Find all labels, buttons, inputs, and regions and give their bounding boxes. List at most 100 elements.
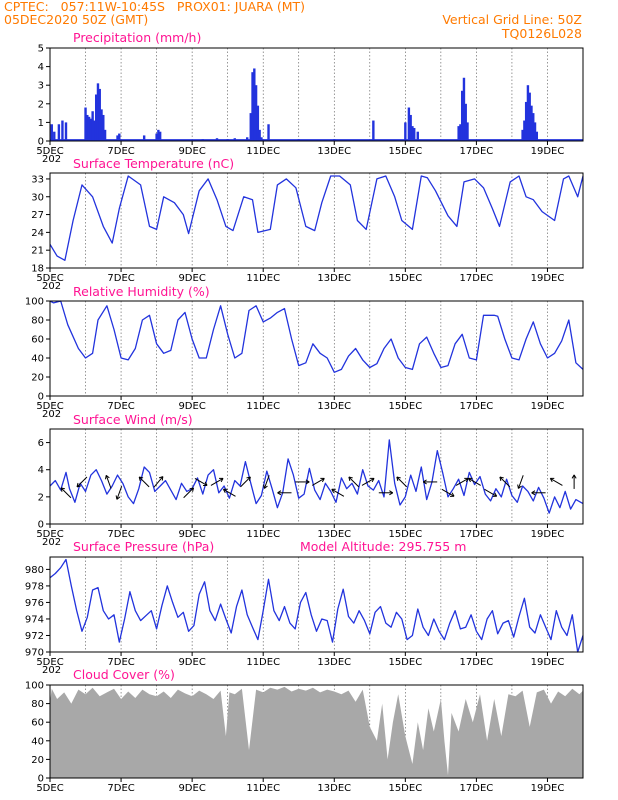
precip-bar [233, 138, 236, 141]
wind-arrow-shaft [484, 488, 497, 497]
wind-arrow-head [571, 474, 577, 479]
x-tick-label: 7DEC [107, 146, 134, 157]
humidity-series-line [49, 300, 584, 373]
x-tick-label: 9DEC [178, 401, 205, 412]
x-tick-label: 19DEC [531, 146, 565, 157]
x-tick-label: 5DEC [36, 529, 63, 540]
precip-bar [464, 103, 467, 141]
cloud-title: Cloud Cover (%) [73, 667, 175, 682]
precip-bar [524, 101, 528, 141]
y-tick-label: 0 [38, 392, 44, 403]
pressure-subtitle: Model Altitude: 295.755 m [300, 539, 466, 554]
x-tick-label: 15DEC [388, 146, 422, 157]
x-tick-label: 11DEC [246, 783, 280, 794]
y-tick-label: 21 [31, 246, 44, 257]
precip-bar [533, 122, 537, 141]
precip-bar [158, 131, 162, 141]
wind-arrow-head [305, 479, 310, 485]
precip-bar [413, 127, 416, 141]
precip-bar [258, 129, 261, 141]
x-tick-label: 11DEC [246, 273, 280, 284]
wind-arrow-head [450, 492, 455, 497]
precip-bar [57, 124, 61, 141]
x-tick-label: 17DEC [460, 273, 494, 284]
wind-arrow-shaft [331, 488, 345, 497]
y-tick-label: 978 [25, 581, 44, 592]
plot-frame [49, 556, 584, 653]
x-tick-label: 7DEC [107, 401, 134, 412]
wind-arrow-head [263, 484, 268, 489]
wind-arrow [183, 487, 195, 499]
y-tick-label: 80 [31, 316, 44, 327]
x-tick-label: 19DEC [531, 529, 565, 540]
wind-arrow [295, 479, 310, 485]
wind-arrow-shaft [455, 477, 469, 486]
precip-bar [249, 113, 252, 141]
header-station-line: CPTEC: 057:11W-10:45S PROX01: JUARA (MT) [4, 0, 306, 14]
wind-arrow-shaft [550, 477, 563, 486]
precip-bar [246, 137, 249, 141]
wind-arrow-head [76, 482, 82, 488]
wind-arrow-head [115, 495, 121, 500]
x-tick-label: 15DEC [388, 401, 422, 412]
x-tick-label: 17DEC [460, 146, 494, 157]
wind-arrow-head [348, 476, 353, 481]
y-tick-label: 980 [25, 565, 44, 576]
wind-arrow [222, 488, 236, 497]
x-tick-label: 5DEC [36, 273, 63, 284]
x-tick-label: 13DEC [317, 529, 351, 540]
panel-precip: 0 1 2 3 4 5 5DEC 7DEC 9DEC 11DEC 13DEC 15DEC 17DEC 19… [36, 30, 584, 165]
y-tick-label: 33 [31, 174, 44, 185]
x-tick-label: 13DEC [317, 783, 351, 794]
precip-bar [526, 85, 530, 141]
wind-arrow [210, 477, 224, 486]
wind-arrow-shaft [210, 477, 224, 486]
precip-bar [118, 133, 121, 141]
x-tick-label: 11DEC [246, 401, 280, 412]
precip-bar [64, 122, 68, 141]
wind-arrow [499, 476, 511, 488]
x-tick-label: 9DEC [178, 657, 205, 668]
wind-arrow-shaft [60, 487, 72, 499]
precip-bar [267, 124, 270, 141]
wind-arrow-head [389, 490, 394, 496]
panel-wind: 0 2 4 6 5DEC 7DEC 9DEC 11DEC 13DEC 15DEC 17DEC 19DE… [36, 412, 584, 548]
wind-arrow [348, 476, 360, 488]
humidity-title: Relative Humidity (%) [73, 284, 210, 299]
wind-arrow-head [370, 477, 375, 483]
x-tick-label: 7DEC [107, 273, 134, 284]
wind-arrow-shaft [183, 487, 194, 499]
x-year-fragment: 202 [42, 281, 61, 292]
x-tick-label: 5DEC [36, 783, 63, 794]
panel-humidity: 0 20 40 60 80 100 5DEC 7DEC 9DEC 11DEC 13DEC 15DEC 1… [25, 284, 584, 420]
wind-arrow-shaft [194, 477, 208, 486]
precip-bar [89, 118, 93, 141]
wind-arrow-head [138, 476, 144, 481]
y-tick-label: 974 [25, 614, 44, 625]
precip-bar [532, 113, 535, 141]
x-tick-label: 13DEC [317, 273, 351, 284]
precip-bar [61, 120, 64, 141]
precip-bar [251, 72, 254, 141]
x-tick-label: 15DEC [388, 657, 422, 668]
wind-arrow [277, 490, 292, 496]
wind-arrow [331, 488, 345, 497]
x-tick-label: 13DEC [317, 657, 351, 668]
wind-arrow-head [492, 492, 498, 497]
plot-frame [49, 47, 584, 142]
precip-bar [466, 122, 469, 141]
precip-bar [528, 92, 531, 141]
plot-frame [49, 300, 584, 397]
precip-bar [91, 111, 94, 141]
wind-arrow-head [246, 476, 251, 481]
y-tick-label: 0 [38, 774, 44, 785]
wind-arrow-head [60, 487, 66, 492]
precip-bar [372, 120, 375, 141]
wind-arrow-head [549, 477, 555, 483]
wind-arrow-head [464, 477, 469, 483]
precip-bar [84, 107, 87, 141]
y-tick-label: 976 [25, 598, 44, 609]
x-tick-label: 15DEC [388, 783, 422, 794]
wind-arrow-shaft [223, 488, 236, 497]
